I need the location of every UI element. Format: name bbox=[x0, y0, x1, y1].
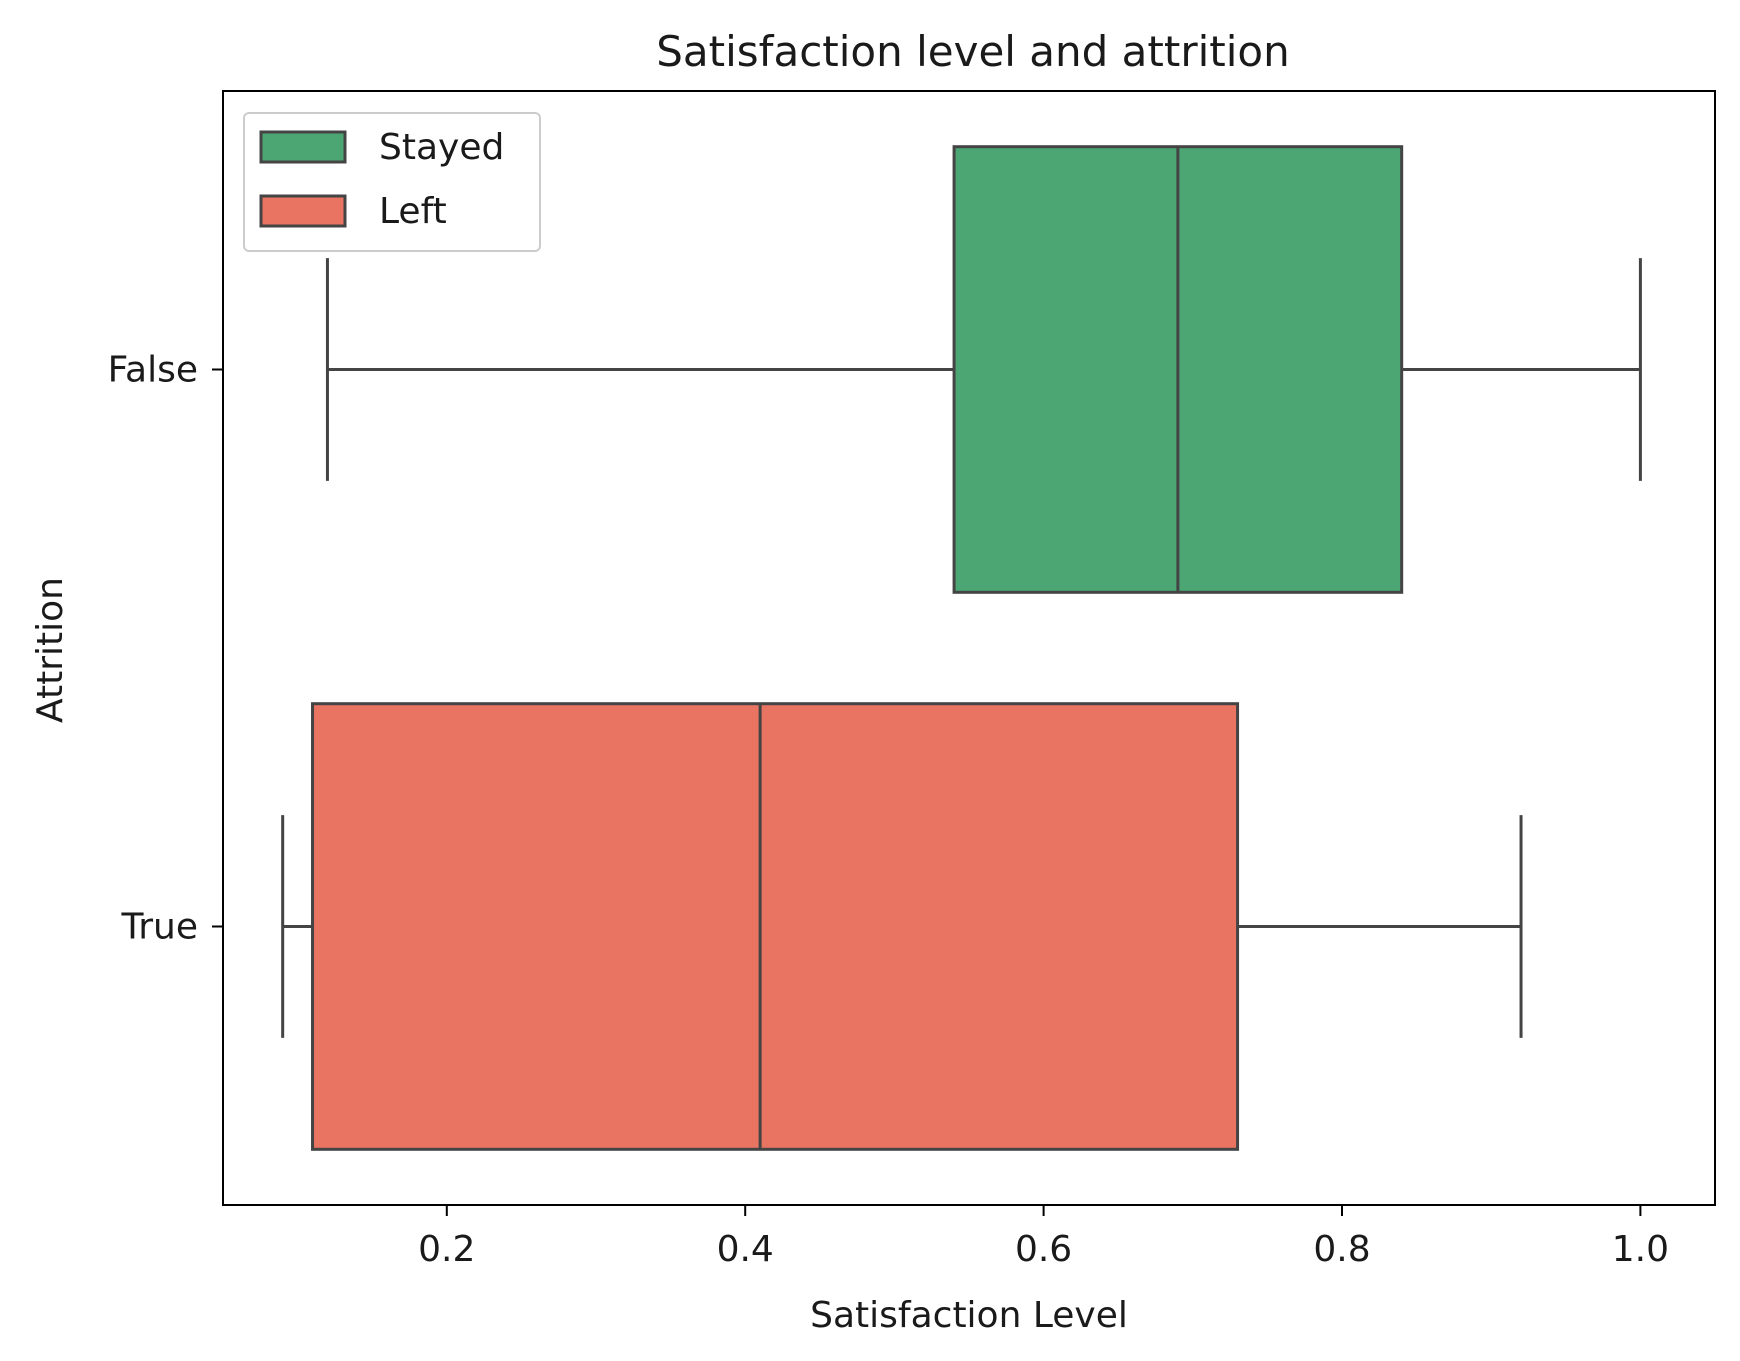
axis-ticks: 0.2 0.4 0.6 0.8 1.0 False True bbox=[108, 350, 1669, 1271]
plot-area bbox=[281, 145, 1642, 1151]
y-tick-label: False bbox=[108, 350, 198, 391]
plot-frame bbox=[222, 90, 1716, 1206]
x-tick-label: 0.2 bbox=[418, 1229, 475, 1270]
chart-title: Satisfaction level and attrition bbox=[656, 27, 1290, 76]
box-left bbox=[281, 702, 1523, 1151]
legend: Stayed Left bbox=[243, 112, 541, 252]
x-tick-label: 0.8 bbox=[1313, 1229, 1370, 1270]
legend-swatch-left bbox=[259, 194, 347, 228]
x-tick-label: 0.6 bbox=[1015, 1229, 1072, 1270]
x-tick-label: 0.4 bbox=[717, 1229, 774, 1270]
iqr-box bbox=[311, 702, 1240, 1151]
legend-swatch-stayed bbox=[259, 130, 347, 164]
legend-label-left: Left bbox=[379, 191, 447, 232]
x-tick-label: 1.0 bbox=[1612, 1229, 1669, 1270]
y-axis-label: Attrition bbox=[30, 577, 71, 723]
legend-label-stayed: Stayed bbox=[379, 127, 504, 168]
box-stayed bbox=[325, 145, 1642, 594]
y-tick-label: True bbox=[121, 907, 198, 948]
x-axis-label: Satisfaction Level bbox=[810, 1295, 1128, 1336]
